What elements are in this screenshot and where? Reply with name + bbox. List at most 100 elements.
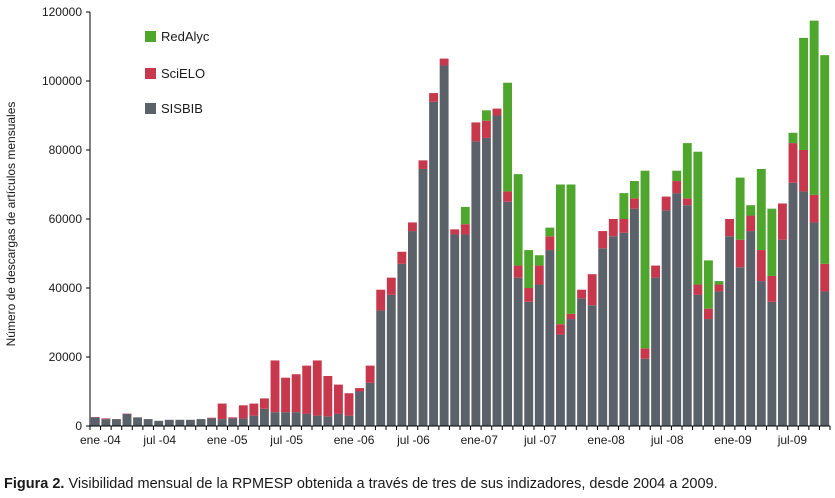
bar-sisbib [111, 419, 121, 426]
bar-sisbib [312, 415, 322, 426]
caption-label: Figura 2. [4, 476, 65, 492]
bar-redalyc [703, 260, 713, 309]
caption-text: Visibilidad mensual de la RPMESP obtenid… [64, 476, 718, 492]
bar-sisbib [672, 193, 682, 426]
x-tick-label: jul -04 [142, 433, 176, 447]
bar-sisbib [196, 419, 206, 426]
bar-redalyc [735, 177, 745, 240]
stacked-bar-chart: Número de descargas de artículos mensual… [4, 5, 831, 447]
y-tick-label: 0 [75, 419, 82, 433]
bar-scielo [714, 284, 724, 292]
bar-sisbib [397, 263, 407, 426]
bar-scielo [725, 219, 735, 237]
y-axis-title: Número de descargas de artículos mensual… [4, 102, 18, 347]
bar-sisbib [513, 277, 523, 426]
bar-scielo [820, 263, 830, 292]
bar-sisbib [640, 358, 650, 426]
bar-sisbib [820, 291, 830, 426]
bar-sisbib [238, 418, 248, 426]
x-tick-label: ene-07 [461, 433, 499, 447]
bar-sisbib [809, 222, 819, 426]
bar-sisbib [481, 137, 491, 427]
bar-sisbib [164, 419, 174, 426]
bar-sisbib [291, 412, 301, 426]
bar-redalyc [545, 227, 555, 237]
bar-sisbib [703, 319, 713, 426]
bar-redalyc [460, 206, 470, 225]
bar-sisbib [344, 415, 354, 426]
y-tick-label: 100000 [42, 74, 82, 88]
bar-scielo [429, 93, 439, 102]
bar-scielo [735, 239, 745, 268]
bar-scielo [355, 388, 365, 392]
x-tick-label: ene -05 [207, 433, 248, 447]
x-tick-label: jul -05 [269, 433, 303, 447]
bar-scielo [312, 360, 322, 416]
bar-scielo [777, 203, 787, 240]
bar-scielo [503, 191, 513, 202]
bar-sisbib [746, 231, 756, 426]
bar-scielo [577, 289, 587, 299]
bar-scielo [249, 403, 259, 416]
bar-redalyc [820, 55, 830, 264]
x-tick-label: ene -06 [334, 433, 375, 447]
x-tick-label: ene-08 [587, 433, 625, 447]
y-axis-ticks: 0 20000 40000 60000 80000 100000 120000 [42, 5, 90, 433]
bar-scielo [788, 143, 798, 183]
bar-sisbib [143, 419, 153, 426]
bar-sisbib [281, 412, 291, 426]
bar-sisbib [693, 294, 703, 426]
bar-sisbib [365, 382, 375, 426]
bar-sisbib [767, 301, 777, 426]
bar-redalyc [629, 181, 639, 199]
bar-sisbib [756, 281, 766, 426]
bar-scielo [587, 274, 597, 306]
bar-sisbib [355, 391, 365, 426]
bar-scielo [672, 181, 682, 194]
bar-sisbib [259, 408, 269, 426]
bar-scielo [450, 229, 460, 235]
bar-scielo [281, 377, 291, 413]
bar-sisbib [122, 413, 132, 426]
bar-redalyc [619, 193, 629, 219]
bar-scielo [270, 360, 280, 413]
bar-sisbib [418, 168, 428, 426]
bar-sisbib [788, 182, 798, 426]
bar-sisbib [608, 236, 618, 426]
bar-scielo [682, 198, 692, 206]
bar-scielo [407, 222, 417, 232]
bar-sisbib [598, 248, 608, 426]
bar-sisbib [207, 418, 217, 426]
bars-group [90, 20, 830, 427]
bar-scielo [101, 418, 111, 420]
bar-redalyc [524, 250, 534, 288]
bar-sisbib [492, 115, 502, 426]
bar-redalyc [672, 170, 682, 182]
bar-redalyc [555, 184, 565, 325]
bar-scielo [228, 417, 238, 419]
bar-redalyc [534, 255, 544, 266]
bar-redalyc [513, 174, 523, 266]
x-tick-label: ene-09 [714, 433, 752, 447]
y-tick-label: 60000 [49, 212, 83, 226]
bar-scielo [566, 313, 576, 320]
bar-redalyc [756, 168, 766, 251]
x-tick-label: ene -04 [80, 433, 121, 447]
bar-scielo [471, 122, 481, 142]
bar-sisbib [133, 417, 143, 426]
bar-redalyc [481, 110, 491, 121]
bar-scielo [217, 403, 227, 420]
bar-sisbib [460, 234, 470, 426]
bar-redalyc [799, 37, 809, 150]
x-tick-label: jul -06 [396, 433, 430, 447]
bar-scielo [608, 219, 618, 237]
bar-scielo [418, 160, 428, 169]
bar-sisbib [407, 231, 417, 426]
bar-sisbib [323, 416, 333, 426]
legend-swatch-redalyc [145, 31, 156, 42]
bar-sisbib [545, 250, 555, 426]
y-tick-label: 40000 [49, 281, 83, 295]
bar-sisbib [386, 294, 396, 426]
bar-scielo [746, 215, 756, 232]
bar-scielo [799, 150, 809, 192]
